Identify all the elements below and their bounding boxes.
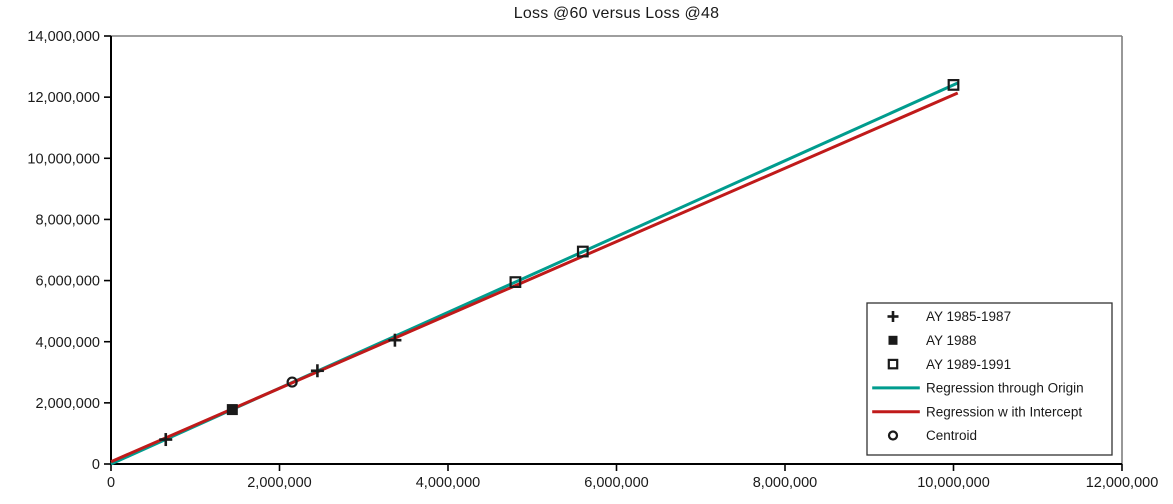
data-point-ay-1989-1991 <box>576 245 589 258</box>
y-tick-label: 4,000,000 <box>35 335 100 351</box>
legend-label: Centroid <box>926 428 977 443</box>
x-tick-label: 12,000,000 <box>1086 475 1159 491</box>
x-tick-label: 6,000,000 <box>584 475 649 491</box>
regression-w-ith-intercept-line <box>110 91 959 464</box>
y-tick-label: 10,000,000 <box>27 151 100 167</box>
legend-entry-centroid: Centroid <box>887 428 977 443</box>
legend-entry-regression-w-ith-intercept: Regression w ith Intercept <box>872 404 1082 419</box>
centroid-legend-marker <box>887 430 899 441</box>
x-tick-label: 4,000,000 <box>416 475 481 491</box>
y-tick-label: 2,000,000 <box>35 396 100 412</box>
y-tick-label: 14,000,000 <box>27 29 100 45</box>
legend-entry-ay-1985-1987: AY 1985-1987 <box>887 309 1011 324</box>
legend-label: AY 1988 <box>926 333 977 348</box>
data-point-ay-1989-1991 <box>509 276 522 288</box>
y-tick-label: 12,000,000 <box>27 90 100 106</box>
x-tick-label: 8,000,000 <box>753 475 818 491</box>
y-tick-label: 0 <box>92 457 100 473</box>
legend-entry-ay-1989-1991: AY 1989-1991 <box>887 357 1011 372</box>
legend-box <box>866 302 1113 456</box>
x-tick-label: 2,000,000 <box>247 475 312 491</box>
chart-title: Loss @60 versus Loss @48 <box>513 5 720 22</box>
y-tick-label: 8,000,000 <box>35 213 100 229</box>
ay-1989-1991-legend-marker <box>887 358 899 370</box>
y-tick-label: 6,000,000 <box>35 274 100 290</box>
legend-entry-regression-through-origin: Regression through Origin <box>872 381 1084 396</box>
legend-label: AY 1985-1987 <box>926 309 1011 324</box>
data-point-ay-1988 <box>226 404 238 416</box>
legend-label: Regression w ith Intercept <box>926 404 1082 419</box>
data-point-centroid <box>286 376 298 388</box>
legend-label: Regression through Origin <box>926 381 1084 396</box>
legend-label: AY 1989-1991 <box>926 357 1011 372</box>
data-point-ay-1989-1991 <box>947 79 960 91</box>
x-tick-label: 0 <box>107 475 115 491</box>
ay-1988-legend-marker <box>888 335 898 345</box>
legend-entry-ay-1988: AY 1988 <box>888 333 977 348</box>
x-tick-label: 10,000,000 <box>917 475 990 491</box>
